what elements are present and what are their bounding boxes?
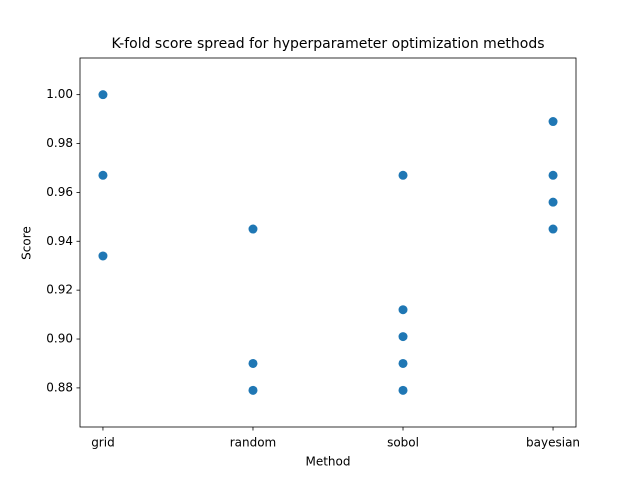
y-tick-label: 0.98 bbox=[46, 136, 73, 150]
point bbox=[248, 224, 258, 234]
point bbox=[398, 305, 408, 315]
point bbox=[548, 170, 558, 180]
y-axis-label: Score bbox=[20, 226, 34, 260]
y-tick-label: 0.92 bbox=[46, 283, 73, 297]
point bbox=[248, 385, 258, 395]
y-tick-label: 1.00 bbox=[46, 87, 73, 101]
x-tick-label: sobol bbox=[387, 436, 419, 450]
point bbox=[98, 170, 108, 180]
y-tick-label: 0.88 bbox=[46, 380, 73, 394]
y-tick-label: 0.94 bbox=[46, 234, 73, 248]
point bbox=[398, 332, 408, 342]
x-tick-label: bayesian bbox=[526, 436, 580, 450]
point bbox=[548, 197, 558, 207]
x-axis-label: Method bbox=[305, 455, 350, 469]
point bbox=[98, 90, 108, 100]
y-tick-label: 0.90 bbox=[46, 332, 73, 346]
point bbox=[398, 385, 408, 395]
x-tick-label: grid bbox=[91, 436, 115, 450]
chart-title: K-fold score spread for hyperparameter o… bbox=[111, 36, 544, 52]
y-tick-label: 0.96 bbox=[46, 185, 73, 199]
point bbox=[548, 117, 558, 127]
point bbox=[398, 170, 408, 180]
point bbox=[548, 224, 558, 234]
point bbox=[398, 358, 408, 368]
plot-frame bbox=[79, 57, 577, 428]
point bbox=[98, 251, 108, 261]
point bbox=[248, 358, 258, 368]
x-tick-label: random bbox=[230, 436, 277, 450]
